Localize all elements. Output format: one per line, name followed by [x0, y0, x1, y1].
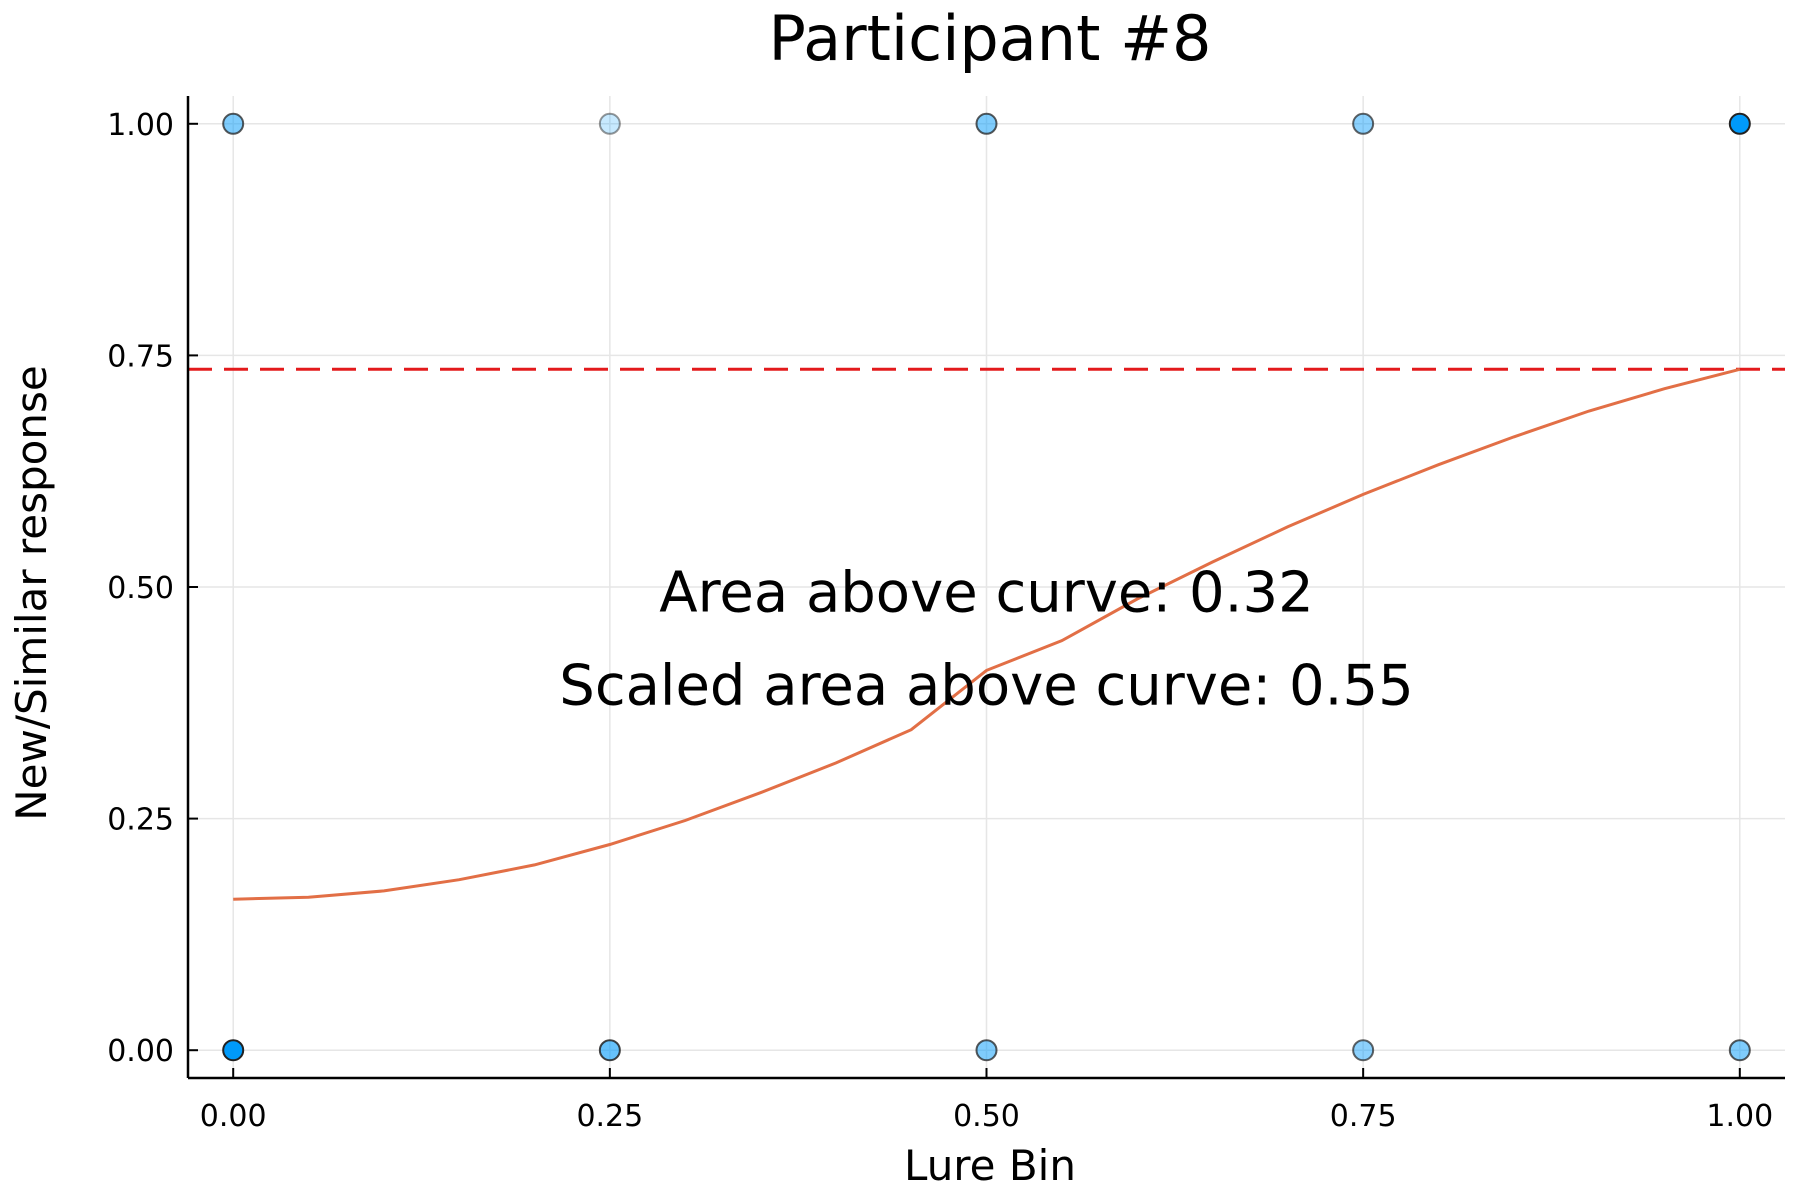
x-axis-label: Lure Bin: [904, 1141, 1076, 1190]
y-tick-label: 0.25: [107, 803, 174, 838]
data-point: [1352, 1039, 1375, 1062]
data-point: [222, 1039, 245, 1062]
annotation-text: Area above curve: 0.32: [659, 561, 1313, 626]
points-layer: [222, 112, 1751, 1062]
y-tick-label: 1.00: [107, 108, 174, 143]
y-tick-label: 0.50: [107, 571, 174, 606]
tick-labels: 0.00 0.25 0.50 0.75 1.00 0.00 0.25 0.50 0.75 1.00: [107, 108, 1773, 1134]
data-point: [222, 112, 245, 135]
x-tick-label: 1.00: [1706, 1099, 1773, 1134]
annotations: Area above curve: 0.32 Scaled area above …: [559, 561, 1413, 719]
fitted-curve: [233, 367, 1741, 901]
y-tick-label: 0.00: [107, 1034, 174, 1069]
data-point: [1728, 112, 1751, 135]
x-tick-label: 0.50: [953, 1099, 1020, 1134]
annotation-text: Scaled area above curve: 0.55: [559, 653, 1413, 718]
chart-title: Participant #8: [769, 2, 1212, 75]
y-tick-label: 0.75: [107, 339, 174, 374]
axes: [186, 96, 1785, 1080]
data-point: [1728, 1039, 1751, 1062]
x-tick-label: 0.25: [576, 1099, 643, 1134]
data-point: [1352, 112, 1375, 135]
data-point: [975, 112, 998, 135]
x-tick-label: 0.75: [1330, 1099, 1397, 1134]
y-axis-label: New/Similar response: [7, 365, 56, 820]
x-tick-label: 0.00: [200, 1099, 267, 1134]
data-point: [598, 112, 621, 135]
data-point: [975, 1039, 998, 1062]
curve-layer: [233, 367, 1741, 901]
data-point: [598, 1039, 621, 1062]
